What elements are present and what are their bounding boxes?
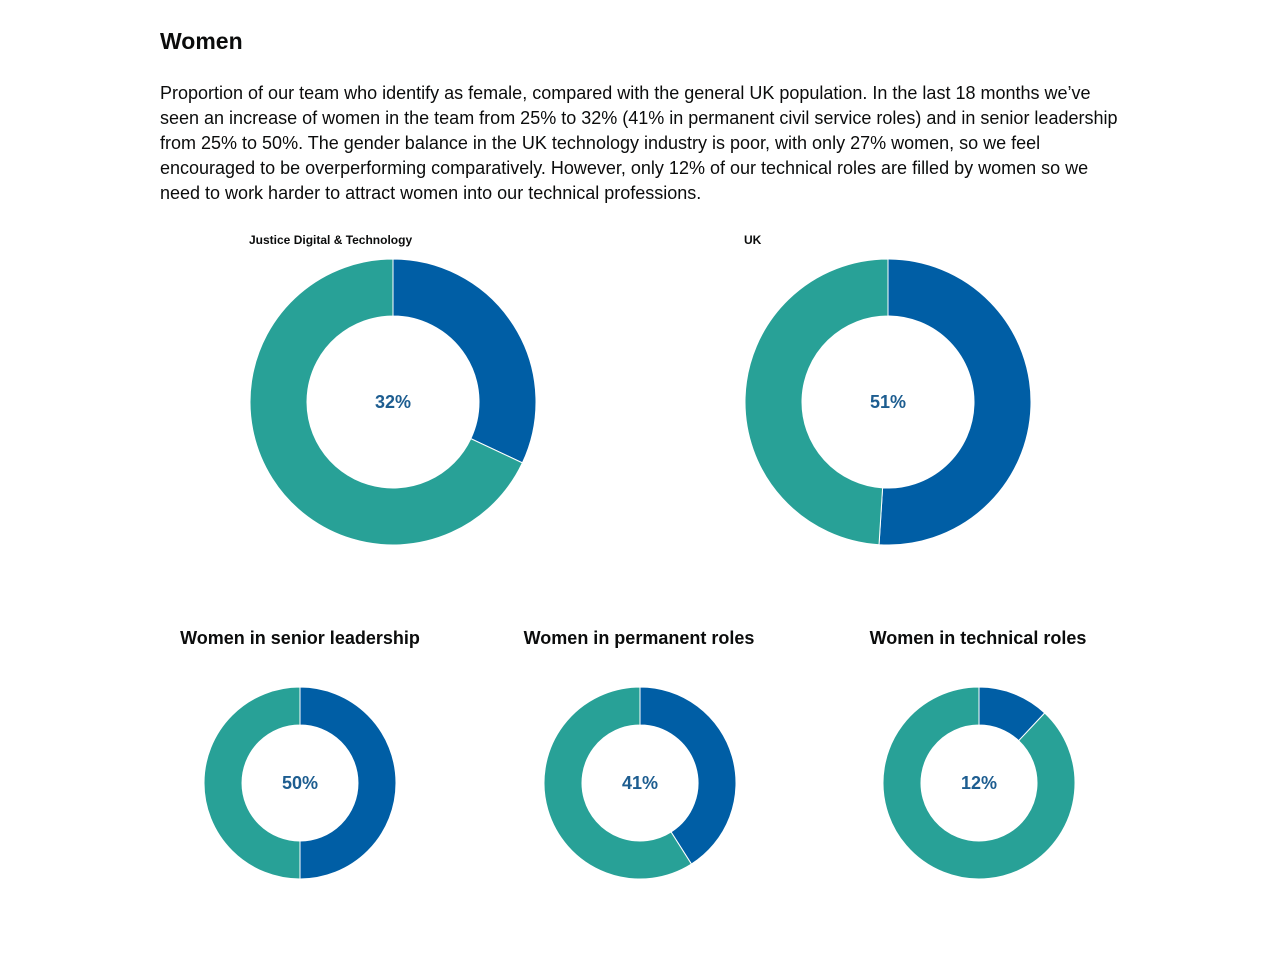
chart-title-senior-leadership: Women in senior leadership bbox=[180, 628, 420, 648]
donut-chart-technical-roles: 12% bbox=[882, 686, 1076, 880]
donut-slice-women bbox=[392, 258, 537, 464]
donut-center-label: 50% bbox=[282, 773, 318, 793]
chart-title-permanent-roles: Women in permanent roles bbox=[523, 628, 755, 648]
chart-title-technical-roles: Women in technical roles bbox=[869, 628, 1087, 648]
donut-slice-other bbox=[249, 258, 524, 546]
donut-slice-other bbox=[744, 258, 889, 546]
donut-slice-other bbox=[882, 686, 1076, 880]
chart-label-justice-digital: Justice Digital & Technology bbox=[249, 233, 413, 247]
donut-chart-senior-leadership: 50% bbox=[203, 686, 397, 880]
donut-chart-justice-digital: 32% bbox=[249, 258, 537, 546]
donut-slice-women bbox=[639, 686, 737, 865]
donut-center-label: 12% bbox=[961, 773, 997, 793]
intro-paragraph: Proportion of our team who identify as f… bbox=[160, 83, 1118, 203]
donut-slice-women bbox=[878, 258, 1032, 546]
donut-slice-other bbox=[543, 686, 693, 880]
donut-center-label: 32% bbox=[375, 392, 411, 412]
donut-slice-women bbox=[299, 686, 397, 880]
donut-center-label: 41% bbox=[622, 773, 658, 793]
donut-center-label: 51% bbox=[870, 392, 906, 412]
donut-chart-permanent-roles: 41% bbox=[543, 686, 737, 880]
donut-chart-uk: 51% bbox=[744, 258, 1032, 546]
page-title: Women bbox=[160, 28, 243, 54]
chart-label-uk: UK bbox=[744, 233, 762, 247]
donut-slice-other bbox=[203, 686, 301, 880]
